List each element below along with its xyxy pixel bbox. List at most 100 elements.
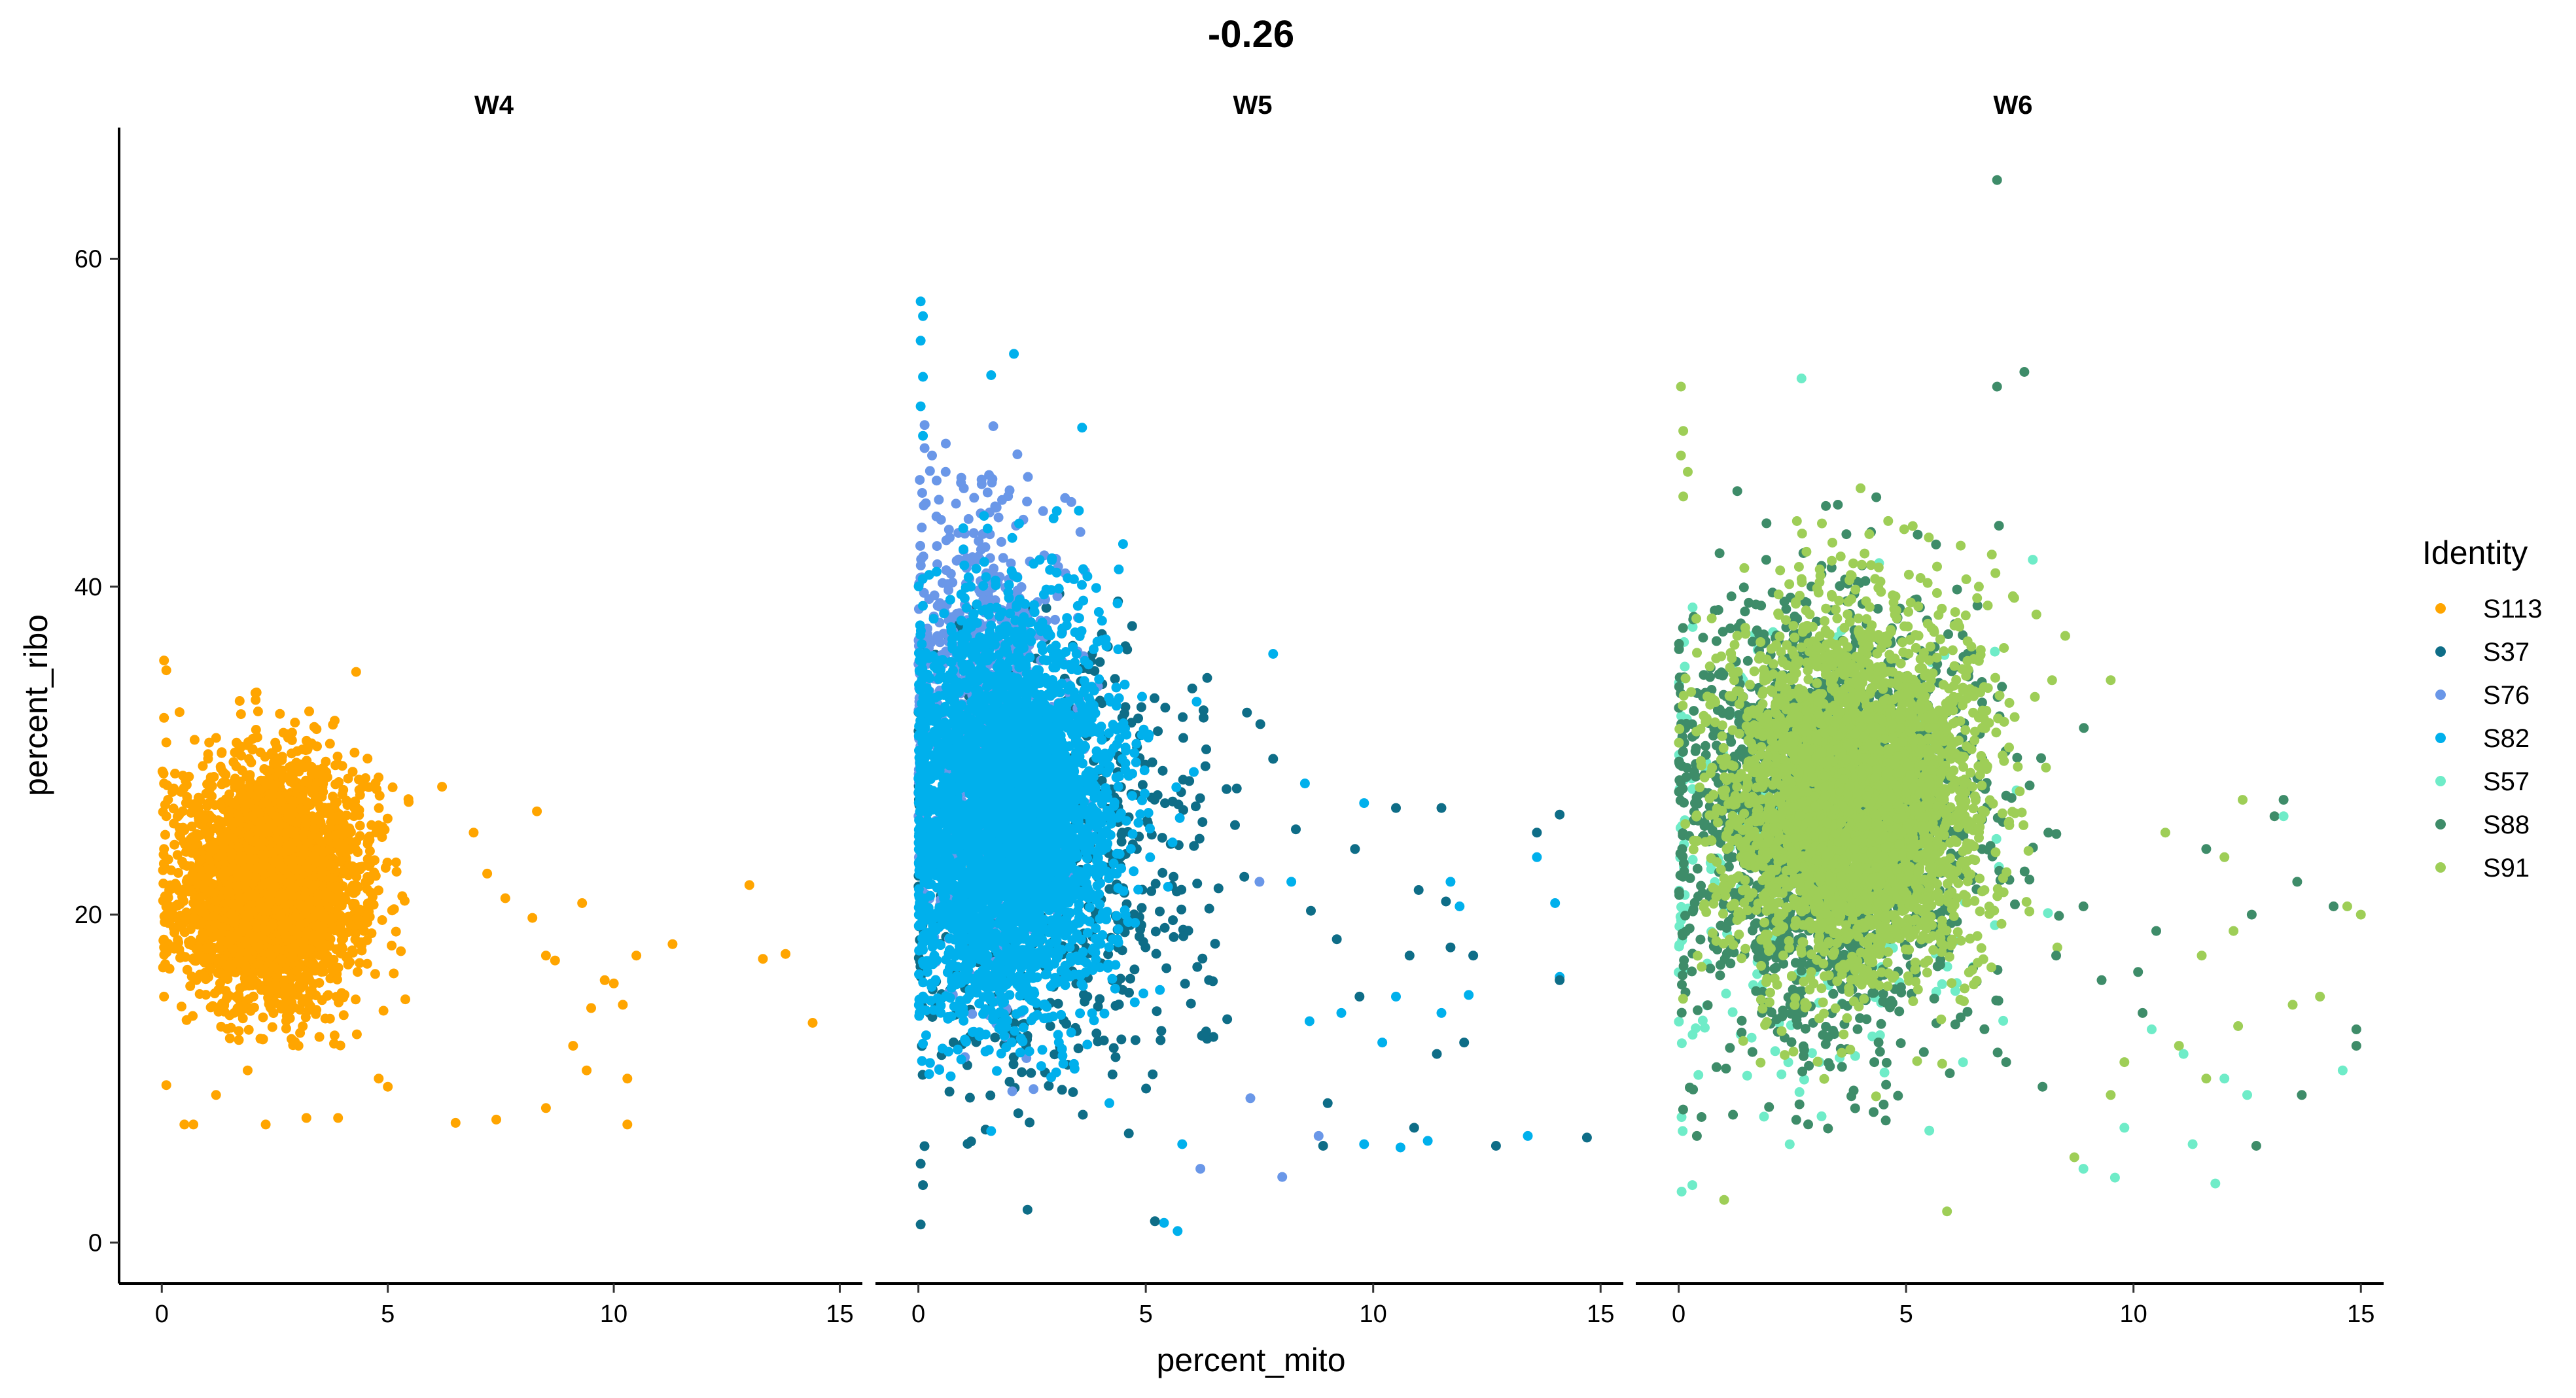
scatter-point [540,1103,551,1113]
scatter-point [1147,757,1157,767]
scatter-point [184,771,194,782]
scatter-point [1194,833,1205,844]
scatter-point [527,913,538,923]
scatter-point [382,858,393,867]
scatter-point [1023,472,1033,482]
scatter-point [1095,994,1105,1004]
scatter-point [938,578,947,588]
scatter-point [357,782,368,792]
scatter-point [179,860,189,870]
scatter-point [383,1081,393,1092]
scatter-point [228,798,238,808]
scatter-point [236,750,247,761]
scatter-point [1152,1006,1162,1017]
scatter-point [1180,979,1190,989]
scatter-point [1213,883,1224,894]
data-points [157,655,818,1130]
scatter-point [1022,497,1032,507]
scatter-point [916,554,926,565]
scatter-point [303,799,313,809]
scatter-point [272,826,283,837]
scatter-point [1095,657,1105,667]
scatter-point [292,930,303,940]
scatter-point [202,830,212,839]
scatter-point [264,999,274,1009]
scatter-point [309,722,319,732]
scatter-point [202,943,211,954]
scatter-point [1073,1043,1084,1054]
scatter-point [161,1080,171,1091]
scatter-point [286,815,296,825]
scatter-point [159,991,169,1002]
scatter-point [188,1011,198,1021]
scatter-point [198,761,208,771]
scatter-point [309,824,320,834]
scatter-point [1172,886,1182,897]
scatter-point [1044,1081,1054,1091]
scatter-point [251,873,261,883]
scatter-point [326,816,336,827]
scatter-point [317,949,328,960]
scatter-point [932,541,942,551]
scatter-point [314,978,325,988]
scatter-point [1061,1019,1072,1029]
scatter-point [179,1119,190,1130]
scatter-point [278,863,289,873]
scatter-point [159,655,169,666]
scatter-point [336,941,347,952]
scatter-point [234,902,244,913]
scatter-point [286,761,296,771]
scatter-point [215,943,224,954]
scatter-point [622,1074,633,1084]
scatter-point [964,1092,975,1103]
scatter-point [944,1087,955,1097]
scatter-point [1222,784,1232,794]
scatter-point [264,804,275,814]
scatter-point [1169,932,1179,942]
scatter-point [320,915,330,926]
scatter-point [213,1007,224,1017]
scatter-point [969,493,979,503]
scatter-point [342,952,351,963]
scatter-point [333,1113,344,1123]
scatter-point [186,821,197,831]
scatter-point [175,952,185,963]
scatter-point [744,880,754,890]
scatter-point [161,811,171,822]
scatter-point [203,798,214,809]
scatter-point [158,769,169,778]
scatter-point [330,779,341,790]
scatter-point [210,896,221,906]
scatter-point [287,843,297,854]
scatter-point [189,735,200,745]
scatter-point [229,1007,239,1018]
scatter-point [347,881,358,891]
scatter-point [176,786,186,797]
scatter-point [351,1029,362,1040]
scatter-point [807,1018,818,1028]
scatter-point [582,1065,592,1075]
scatter-point [159,844,169,854]
scatter-point [341,823,351,833]
scatter-point [1082,992,1093,1002]
scatter-point [253,707,263,716]
scatter-point [331,992,342,1002]
scatter-point [240,960,251,970]
scatter-point [255,747,266,758]
scatter-point [1176,904,1187,915]
scatter-point [317,871,327,881]
scatter-point [1150,926,1161,937]
scatter-point [1222,1014,1233,1024]
scatter-point [1117,828,1127,838]
scatter-point [285,828,295,838]
scatter-point [1192,962,1203,972]
scatter-point [1114,999,1124,1009]
scatter-point [308,913,318,923]
scatter-point [1012,449,1023,459]
scatter-point [289,882,299,893]
scatter-point [273,964,283,975]
scatter-point [667,939,678,949]
scatter-point [391,867,402,877]
scatter-point [1123,1128,1134,1139]
